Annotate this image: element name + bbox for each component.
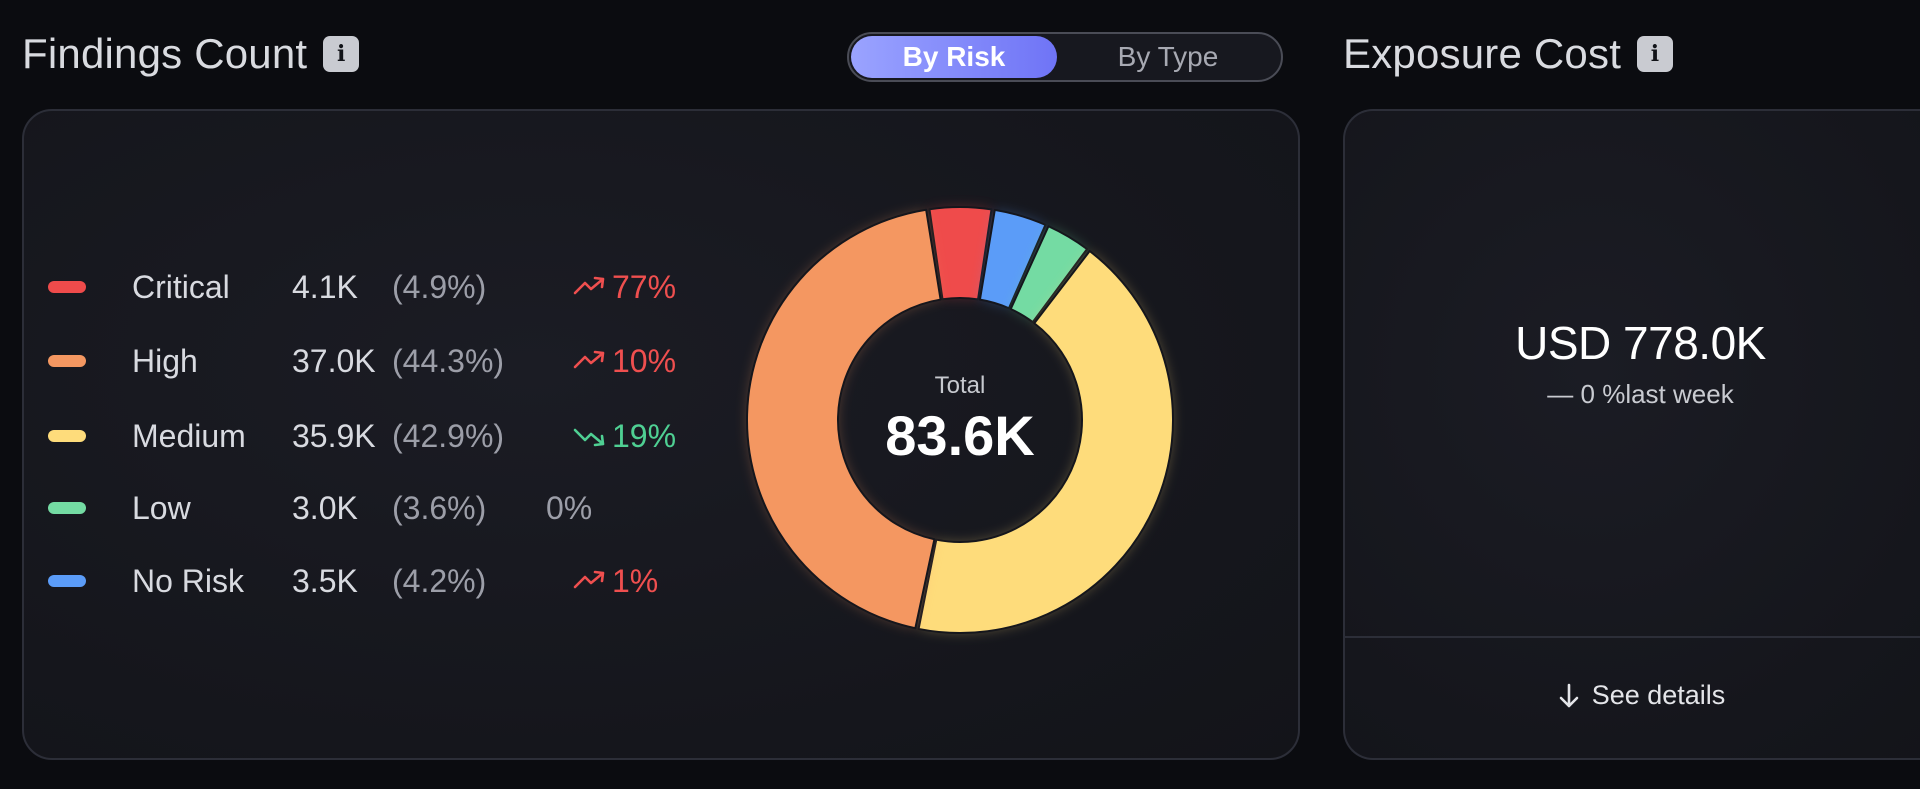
legend-percent: (4.9%) <box>392 268 487 305</box>
legend-swatch <box>48 281 86 293</box>
view-toggle: By Risk By Type <box>847 32 1283 82</box>
legend-trend: 0% <box>546 490 592 527</box>
legend-trend-value: 77% <box>612 268 677 305</box>
legend-percent: (4.2%) <box>392 562 487 599</box>
risk-donut-chart <box>746 206 1174 634</box>
exposure-title: Exposure Cost <box>1343 30 1622 77</box>
total-value: 83.6K <box>885 404 1035 467</box>
legend-trend: 1% <box>572 563 658 600</box>
donut-segment-high[interactable] <box>746 208 942 630</box>
findings-title: Findings Count <box>22 30 308 77</box>
legend-row-no-risk[interactable]: No Risk 3.5K (4.2%) 1% <box>48 561 668 601</box>
legend-swatch <box>48 575 86 587</box>
legend-row-medium[interactable]: Medium 35.9K (42.9%) 19% <box>48 416 676 456</box>
legend-trend-value: 1% <box>612 562 659 599</box>
legend-swatch <box>48 430 86 442</box>
legend-percent: (42.9%) <box>392 417 505 454</box>
legend-count: 4.1K <box>292 268 358 305</box>
donut-segment-no-risk[interactable] <box>978 208 1047 310</box>
legend-trend: 19% <box>572 418 676 455</box>
legend-row-low[interactable]: Low 3.0K (3.6%) 0% <box>48 488 668 528</box>
legend-row-high[interactable]: High 37.0K (44.3%) 10% <box>48 341 676 381</box>
findings-header: Findings Count i <box>22 30 360 78</box>
donut-segment-low[interactable] <box>1009 225 1089 324</box>
legend-trend: 77% <box>572 269 676 306</box>
legend-trend-value: 10% <box>612 342 677 379</box>
legend-label: Medium <box>132 417 246 454</box>
legend-percent: (44.3%) <box>392 342 505 379</box>
legend-label: Critical <box>132 268 230 305</box>
exposure-header: Exposure Cost i <box>1343 30 1674 78</box>
legend-trend-value: 19% <box>612 417 677 454</box>
legend-trend-value: 0% <box>546 489 593 526</box>
exposure-change: — 0 %last week <box>1547 379 1734 409</box>
donut-segment-critical[interactable] <box>928 206 993 301</box>
total-label: Total <box>934 372 986 399</box>
legend-swatch <box>48 502 86 514</box>
legend-count: 3.0K <box>292 489 358 526</box>
legend-count: 3.5K <box>292 562 358 599</box>
info-icon[interactable]: i <box>323 36 360 72</box>
info-icon[interactable]: i <box>1637 36 1674 72</box>
arrow-down-icon <box>1559 683 1579 707</box>
see-details-link[interactable]: See details <box>1343 680 1920 711</box>
by-risk-tab[interactable]: By Risk <box>851 36 1057 78</box>
divider <box>1345 636 1920 638</box>
exposure-value: USD 778.0K <box>1515 317 1766 369</box>
legend-trend: 10% <box>572 343 676 380</box>
legend-swatch <box>48 355 86 367</box>
by-type-tab[interactable]: By Type <box>1057 36 1279 78</box>
legend-row-critical[interactable]: Critical 4.1K (4.9%) 77% <box>48 267 676 307</box>
see-details-label: See details <box>1591 680 1726 710</box>
trend-icon <box>573 428 605 447</box>
legend-count: 37.0K <box>292 342 376 379</box>
legend-count: 35.9K <box>292 417 376 454</box>
trend-icon <box>573 570 605 589</box>
trend-icon <box>573 350 605 369</box>
legend-percent: (3.6%) <box>392 489 487 526</box>
legend-label: Low <box>132 489 191 526</box>
trend-icon <box>573 276 605 295</box>
exposure-card <box>1343 109 1920 760</box>
legend-label: No Risk <box>132 562 245 599</box>
legend-label: High <box>132 342 198 379</box>
donut-segment-medium[interactable] <box>917 250 1174 634</box>
